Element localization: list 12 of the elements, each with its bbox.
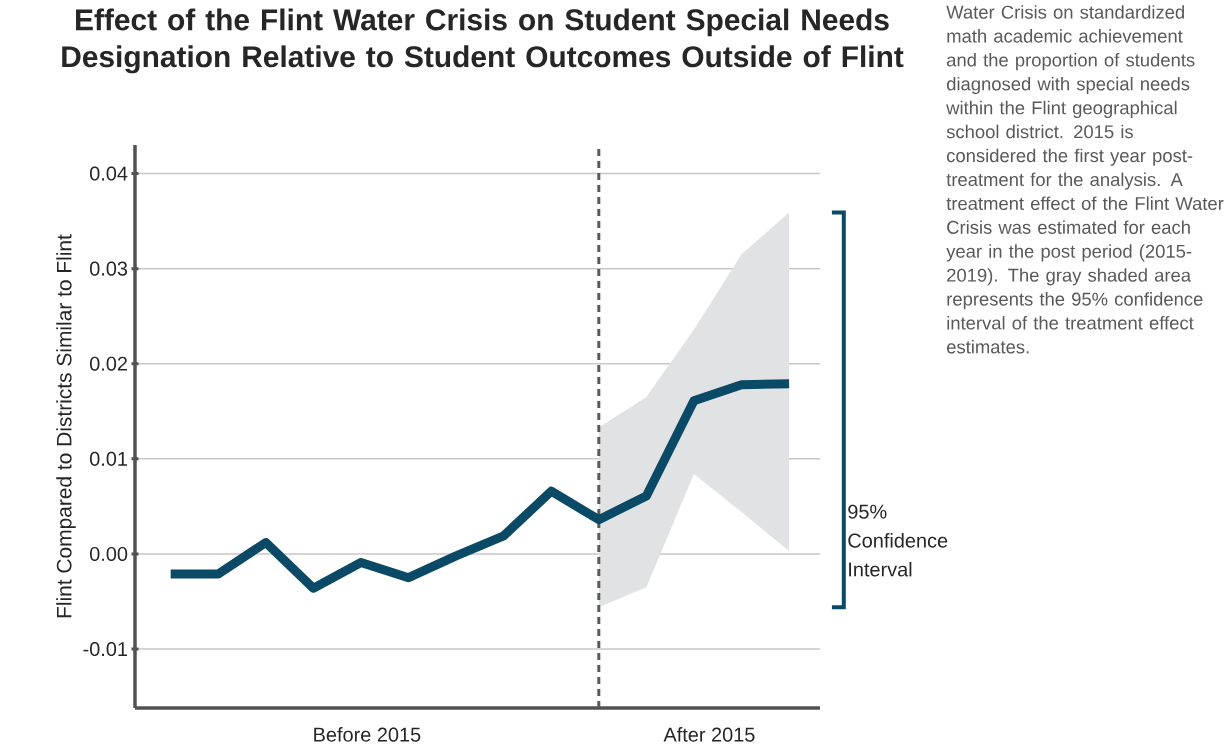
y-tick-label: 0.04 [89, 166, 128, 181]
text: Water Crisis on standardized math academic achievement and the proportion of students diagnosed with special needs within the Flint geographical school district. 2015 is considered the first year post-treatment for the analysis. A treatment effect of the Flint Water Crisis was estimated for each year in the post period (2015-2019). The gray shaded area represents the 95% confidence interval of the treatment effect estimates. [946, 5, 1224, 354]
text: Before 2015 [314, 727, 421, 742]
y-tick-label: 0.03 [89, 261, 128, 276]
y-tick-label: 0.02 [89, 356, 127, 371]
text: 95% Confidence Interval [848, 504, 948, 577]
y-tick-label: 0.00 [89, 546, 128, 561]
y-tick-label: -0.01 [83, 641, 128, 657]
y-tick-label: 0.01 [89, 451, 128, 466]
text: After 2015 [663, 727, 755, 742]
y-axis-title: Flint Compared to Districts Similar to Flint [56, 234, 76, 618]
chart-title: Effect of the Flint Water Crisis on Student Special Needs Designation Relative to Student Outcomes Outside of Flint [62, 8, 904, 74]
